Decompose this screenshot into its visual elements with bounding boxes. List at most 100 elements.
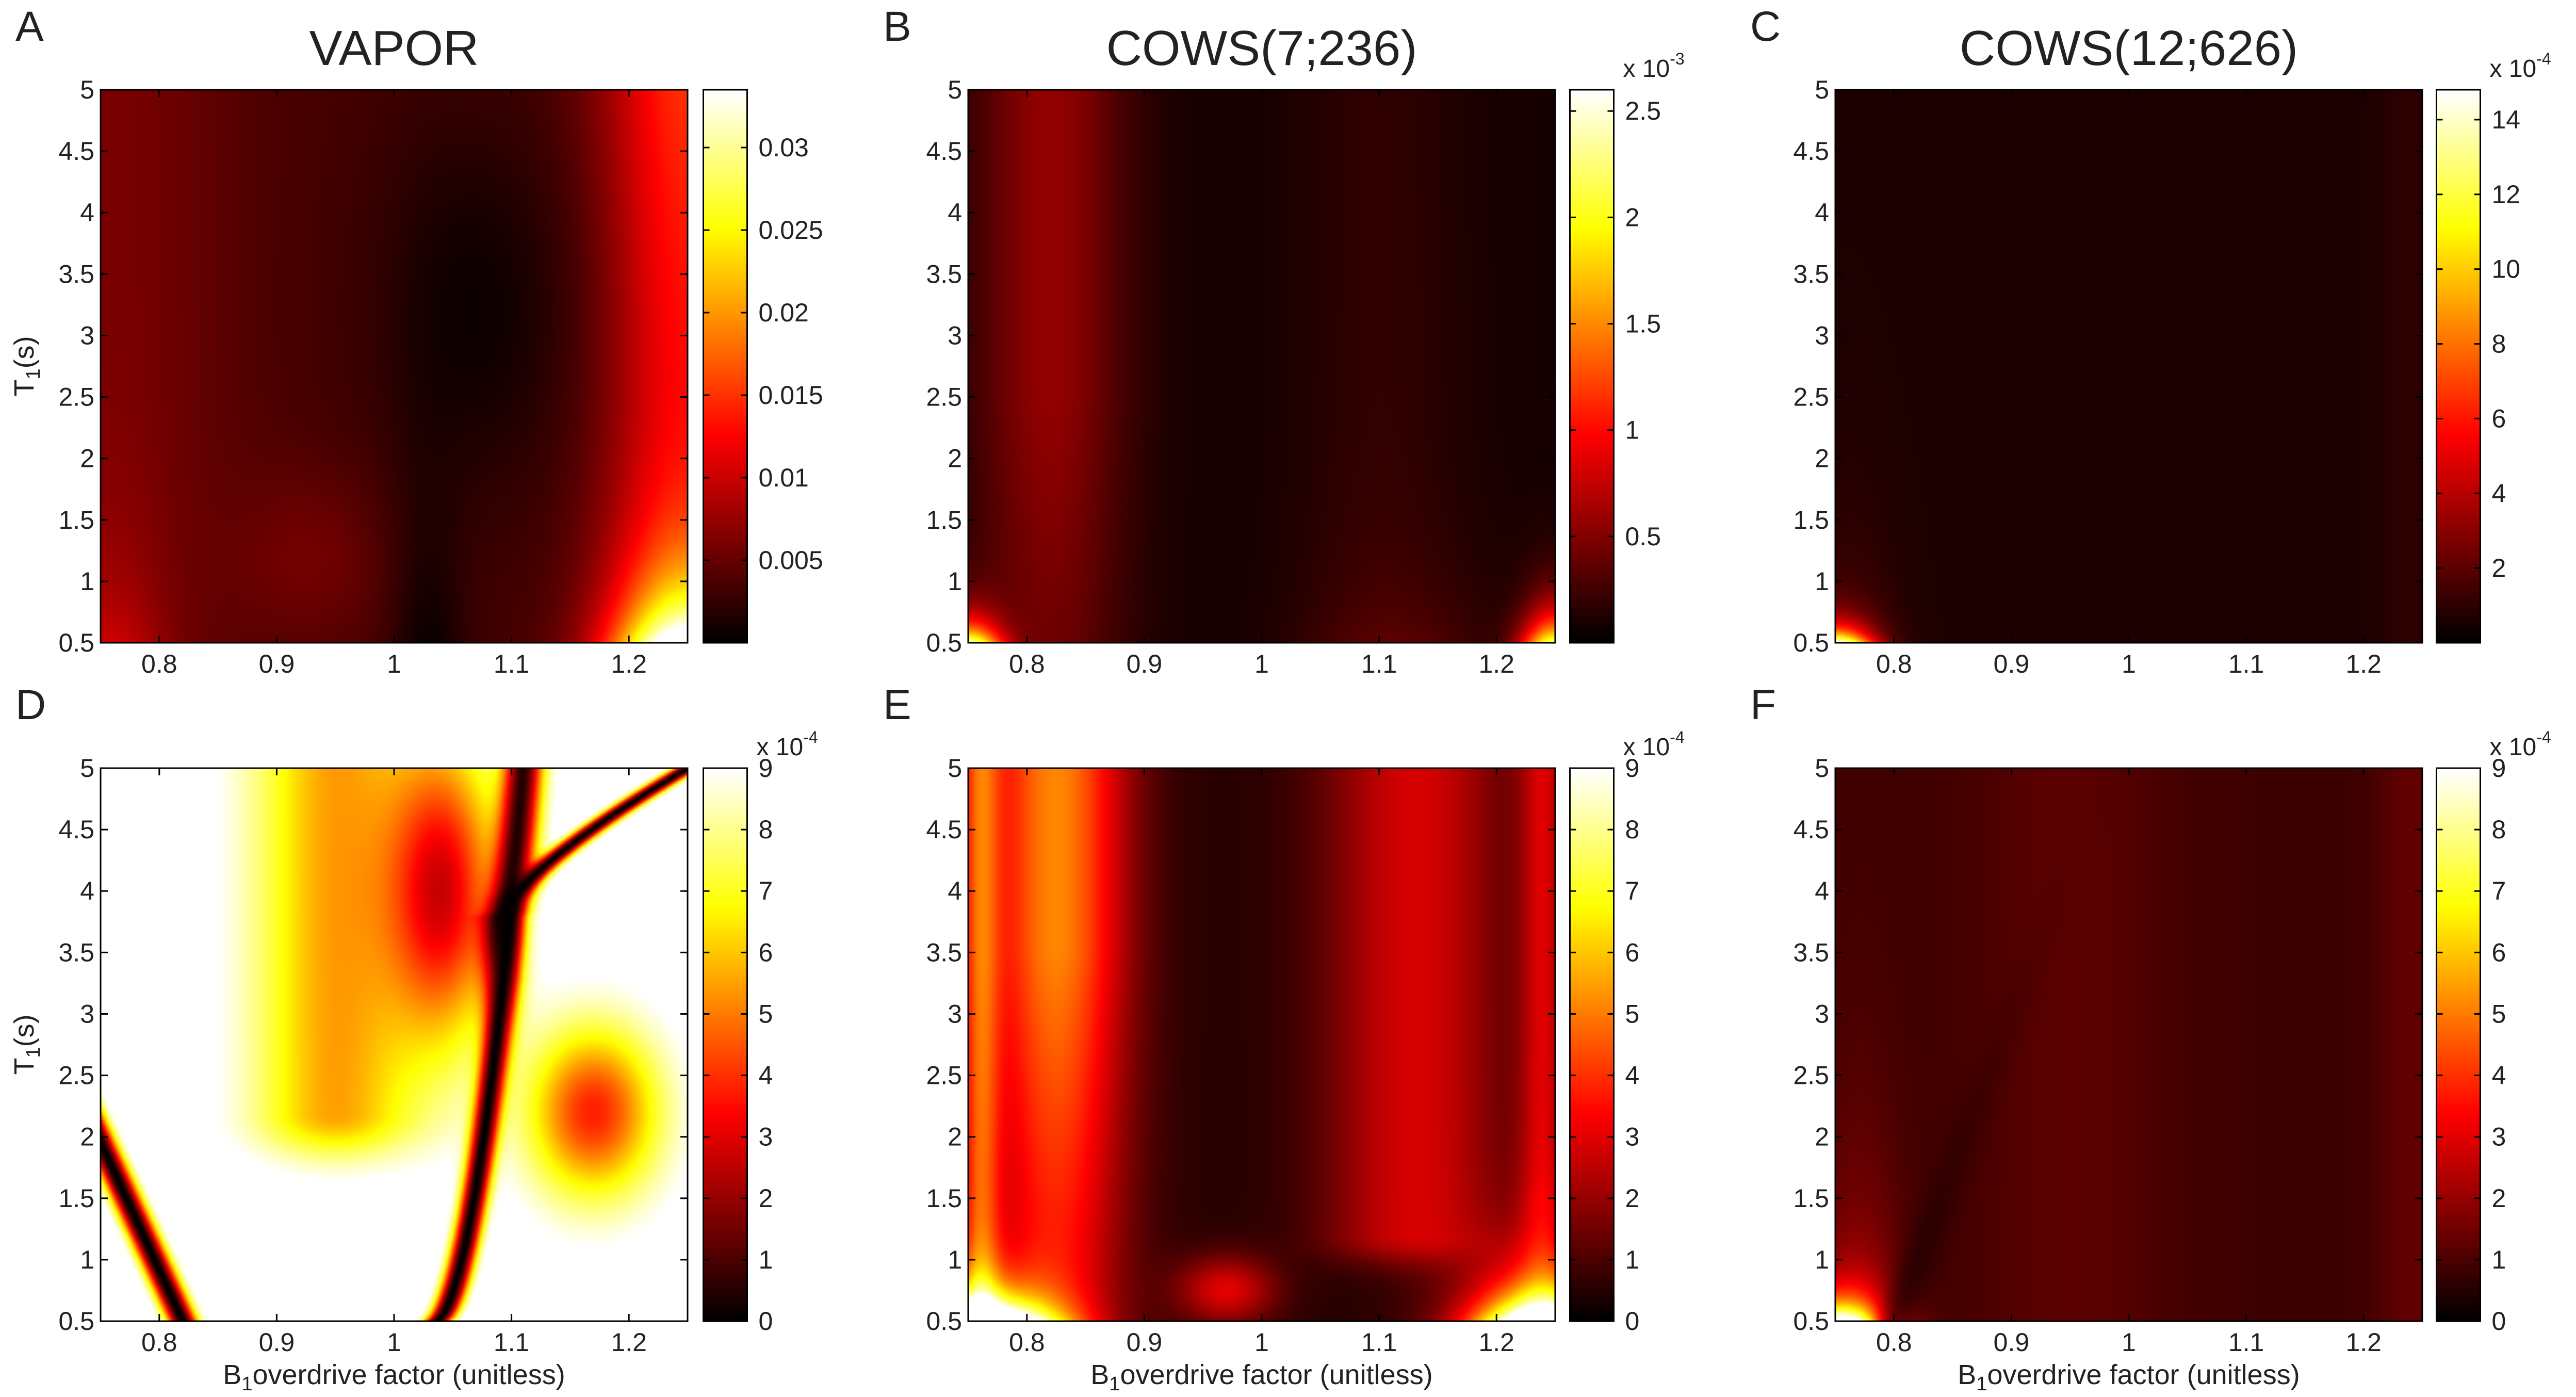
panel-f-colorbar-multiplier: x 10-4 (2490, 728, 2551, 761)
panel-d-colorbar-tick-label: 1 (759, 1245, 773, 1274)
panel-e-colorbar-tick-label: 5 (1625, 999, 1640, 1028)
panel-d-ytick-label: 4.5 (58, 815, 94, 844)
panel-e-colorbar-tick-label: 9 (1625, 754, 1640, 783)
panel-c-ytick-label: 1 (1815, 567, 1829, 596)
panel-f-ytick-label: 2.5 (1793, 1061, 1829, 1090)
panel-d-colorbar-multiplier: x 10-4 (757, 728, 818, 761)
panel-e-colorbar-tick-label: 0 (1625, 1307, 1640, 1336)
panel-e-ytick-label: 5 (948, 754, 962, 783)
panel-d-ytick-label: 2.5 (58, 1061, 94, 1090)
panel-a-xtick-label: 0.8 (141, 649, 177, 678)
panel-a-ytick-label: 1 (80, 567, 94, 596)
panel-f-xtick-label: 0.8 (1876, 1328, 1912, 1357)
panel-c-colorbar-tick-label: 10 (2492, 255, 2521, 284)
panel-b-colorbar-tick-label: 0.5 (1625, 522, 1661, 551)
panel-e-colorbar (1570, 768, 1614, 1321)
panel-e-colorbar-multiplier: x 10-4 (1623, 728, 1685, 761)
panel-e-heatmap (968, 768, 1555, 1321)
panel-b-ytick-label: 4.5 (926, 137, 962, 166)
panel-c-colorbar-frame (2436, 89, 2481, 644)
panel-e-ytick-label: 1 (948, 1245, 962, 1274)
panel-e-xtick-label: 0.9 (1127, 1328, 1163, 1357)
panel-f-xtick-label: 0.9 (1994, 1328, 2030, 1357)
panel-e-ytick-label: 0.5 (926, 1307, 962, 1336)
panel-d-colorbar-tick-label: 3 (759, 1123, 773, 1151)
panel-a-ytick-label: 2 (80, 444, 94, 473)
panel-a-heatmap (101, 90, 688, 643)
panel-c-ytick-label: 4 (1815, 198, 1829, 227)
panel-f-ytick-label: 3.5 (1793, 938, 1829, 967)
panel-e-letter: E (883, 681, 911, 728)
panel-a-ytick-label: 4.5 (58, 137, 94, 166)
panel-c-ytick-label: 1.5 (1793, 506, 1829, 534)
panel-e-colorbar-tick-label: 8 (1625, 815, 1640, 844)
panel-f-ytick-label: 0.5 (1793, 1307, 1829, 1336)
panel-d-colorbar-tick-label: 0 (759, 1307, 773, 1336)
panel-a-letter: A (15, 3, 44, 50)
panel-c-xtick-label: 0.9 (1994, 649, 2030, 678)
panel-e-colorbar-tick-label: 6 (1625, 938, 1640, 967)
panel-b: 0.8 0.9 1 1.1 1.2 0.5 1 1.5 2 2.5 3 3.5 4 4.5 5 B COWS(7… (883, 3, 1685, 678)
panel-e-colorbar-tick-label: 4 (1625, 1061, 1640, 1090)
panel-d: 0.8 0.9 1 1.1 1.2 0.5 1 1.5 2 2.5 3 3.5 4 4.5 5 D T1(s) B… (9, 681, 818, 1395)
panel-e-colorbar-tick-label: 1 (1625, 1245, 1640, 1274)
panel-d-colorbar-tick-label: 2 (759, 1184, 773, 1213)
panel-c-colorbar-tick-label: 8 (2492, 330, 2506, 359)
panel-b-xtick-label: 0.8 (1009, 649, 1045, 678)
panel-b-xtick-label: 1 (1254, 649, 1269, 678)
panel-a-ytick-label: 0.5 (58, 628, 94, 657)
panel-b-xtick-label: 0.9 (1127, 649, 1163, 678)
panel-f-colorbar-tick-label: 3 (2492, 1123, 2506, 1151)
panel-e-ytick-label: 2 (948, 1123, 962, 1151)
panel-f-ytick-label: 1.5 (1793, 1184, 1829, 1213)
panel-e-colorbar-frame (1569, 767, 1615, 1322)
panel-f-heatmap (1835, 768, 2422, 1321)
panel-a-xtick-label: 1 (387, 649, 401, 678)
panel-a-colorbar (703, 90, 747, 643)
panel-c-ytick-label: 2 (1815, 444, 1829, 473)
panel-a-xtick-label: 0.9 (259, 649, 295, 678)
panel-b-ytick-label: 0.5 (926, 628, 962, 657)
panel-e-xtick-label: 0.8 (1009, 1328, 1045, 1357)
panel-f-ytick-label: 4 (1815, 876, 1829, 905)
panel-d-ylabel: T1(s) (9, 1014, 44, 1075)
panel-c-colorbar (2436, 90, 2481, 643)
panel-e-xtick-label: 1.2 (1478, 1328, 1514, 1357)
panel-d-ytick-label: 4 (80, 876, 94, 905)
panel-f-xtick-label: 1 (2122, 1328, 2136, 1357)
panel-b-xtick-label: 1.2 (1478, 649, 1514, 678)
panel-a-colorbar-tick-label: 0.01 (759, 463, 809, 492)
panel-c-xtick-label: 1.1 (2228, 649, 2264, 678)
panel-c-xtick-label: 1.2 (2345, 649, 2382, 678)
panel-f-colorbar-tick-label: 9 (2492, 754, 2506, 783)
panel-e-colorbar-tick-label: 7 (1625, 876, 1640, 905)
panel-c-colorbar-tick-label: 2 (2492, 554, 2506, 582)
panel-e-xtick-label: 1.1 (1361, 1328, 1397, 1357)
panel-d-colorbar-tick-label: 6 (759, 938, 773, 967)
panel-b-ytick-label: 2 (948, 444, 962, 473)
panel-f-colorbar-tick-label: 0 (2492, 1307, 2506, 1336)
panel-b-colorbar-tick-label: 2.5 (1625, 96, 1661, 125)
panel-f-ytick-label: 1 (1815, 1245, 1829, 1274)
panel-e-ytick-label: 3.5 (926, 938, 962, 967)
panel-b-colorbar-multiplier: x 10-3 (1623, 50, 1685, 83)
panel-b-title: COWS(7;236) (1106, 21, 1417, 76)
panel-a-xtick-label: 1.1 (494, 649, 530, 678)
panel-a-colorbar-tick-label: 0.02 (759, 298, 809, 327)
panel-d-xtick-label: 0.8 (141, 1328, 177, 1357)
panel-d-xtick-label: 0.9 (259, 1328, 295, 1357)
panel-e-xlabel: B1overdrive factor (unitless) (1090, 1359, 1432, 1395)
panel-c-colorbar-tick-label: 4 (2492, 479, 2506, 508)
panel-e-ytick-label: 1.5 (926, 1184, 962, 1213)
panel-f-ytick-label: 2 (1815, 1123, 1829, 1151)
panel-b-colorbar-frame (1569, 89, 1615, 644)
panel-f-ytick-label: 3 (1815, 999, 1829, 1028)
panel-c-title: COWS(12;626) (1960, 21, 2298, 76)
panel-f-colorbar-frame (2436, 767, 2481, 1322)
panel-c-ytick-label: 3.5 (1793, 259, 1829, 288)
panel-d-colorbar-tick-label: 7 (759, 876, 773, 905)
panel-c-colorbar-multiplier: x 10-4 (2490, 50, 2551, 83)
panel-d-ytick-label: 2 (80, 1123, 94, 1151)
panel-a-ytick-label: 3.5 (58, 259, 94, 288)
panel-d-ytick-label: 3 (80, 999, 94, 1028)
